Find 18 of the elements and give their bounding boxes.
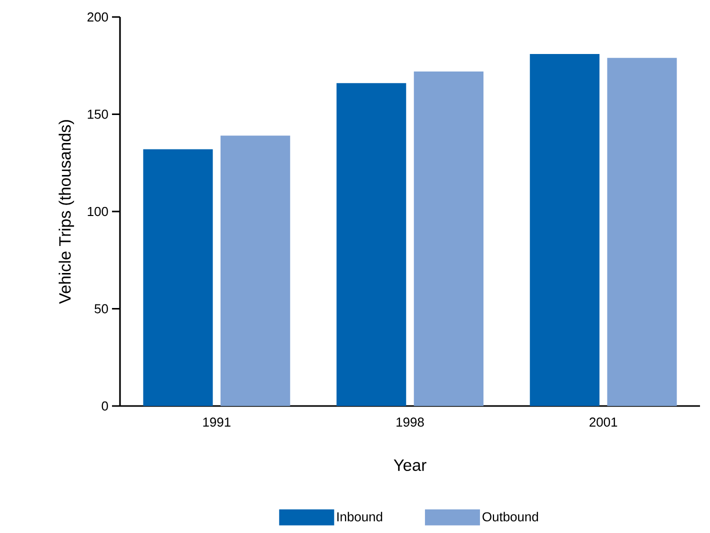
bar — [414, 71, 484, 406]
bar — [143, 149, 213, 406]
legend-label: Outbound — [482, 512, 538, 522]
legend-label: Inbound — [337, 512, 382, 522]
y-tick-label: 50 — [94, 304, 108, 314]
bar — [607, 58, 677, 406]
y-axis-title: Vehicle Trips (thousands) — [58, 120, 74, 304]
bar — [336, 83, 406, 406]
bar — [530, 54, 600, 406]
y-tick-label: 200 — [88, 12, 108, 22]
x-tick-label: 2001 — [590, 418, 618, 427]
x-tick-label: 1998 — [396, 418, 424, 427]
y-tick-label: 150 — [88, 110, 108, 119]
y-tick-label: 0 — [102, 401, 108, 411]
y-tick-label: 100 — [88, 206, 108, 216]
x-axis-title: Year — [394, 460, 426, 471]
x-tick-label: 1991 — [203, 418, 230, 427]
bar — [220, 136, 290, 406]
